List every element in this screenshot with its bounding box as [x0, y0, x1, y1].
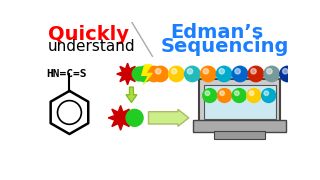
Circle shape [187, 69, 193, 74]
Circle shape [218, 89, 231, 102]
Circle shape [262, 89, 276, 102]
Circle shape [264, 66, 279, 82]
Text: Quickly: Quickly [48, 25, 129, 44]
Circle shape [248, 66, 264, 82]
Polygon shape [108, 105, 133, 130]
Circle shape [205, 91, 210, 96]
Circle shape [219, 69, 224, 74]
Circle shape [185, 66, 200, 82]
Circle shape [232, 66, 248, 82]
Polygon shape [141, 65, 152, 85]
Circle shape [283, 69, 288, 74]
Polygon shape [117, 63, 139, 85]
Text: understand: understand [48, 39, 135, 53]
Circle shape [172, 69, 177, 74]
Circle shape [280, 66, 295, 82]
Circle shape [264, 91, 268, 96]
FancyBboxPatch shape [193, 120, 286, 132]
Circle shape [203, 69, 209, 74]
Circle shape [203, 89, 217, 102]
FancyArrow shape [148, 109, 189, 126]
Circle shape [267, 69, 272, 74]
Circle shape [126, 109, 143, 126]
Circle shape [235, 69, 240, 74]
FancyBboxPatch shape [40, 22, 145, 60]
Circle shape [232, 89, 246, 102]
Circle shape [249, 91, 254, 96]
Circle shape [153, 66, 168, 82]
Circle shape [169, 66, 184, 82]
FancyBboxPatch shape [204, 85, 276, 119]
Circle shape [146, 66, 162, 82]
Circle shape [156, 69, 161, 74]
Text: Edman’s: Edman’s [170, 23, 263, 42]
Text: HN=C=S: HN=C=S [46, 69, 87, 79]
Circle shape [247, 89, 261, 102]
FancyArrow shape [126, 87, 137, 102]
Circle shape [220, 91, 224, 96]
Circle shape [235, 91, 239, 96]
FancyBboxPatch shape [199, 79, 280, 123]
FancyBboxPatch shape [214, 131, 265, 139]
Circle shape [216, 66, 232, 82]
Circle shape [251, 69, 256, 74]
Circle shape [137, 66, 152, 82]
Circle shape [132, 67, 146, 81]
Text: Sequencing: Sequencing [160, 37, 289, 56]
Circle shape [200, 66, 216, 82]
Circle shape [140, 69, 145, 74]
